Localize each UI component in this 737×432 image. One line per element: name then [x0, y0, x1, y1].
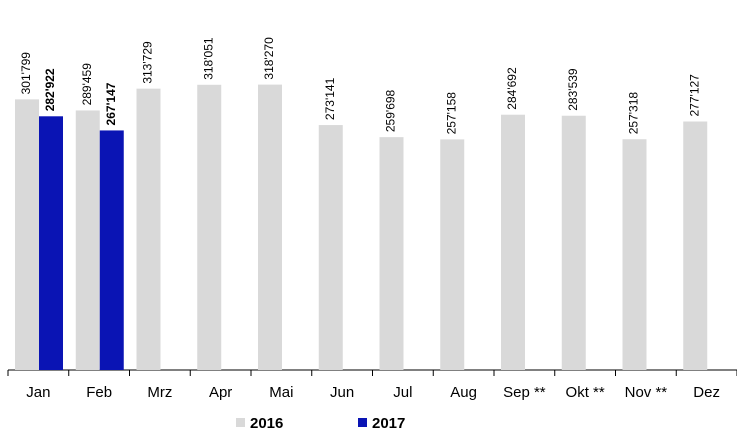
value-label: 283'539 — [566, 68, 580, 111]
x-tick-label: Aug — [450, 384, 477, 401]
x-tick-label: Mrz — [147, 384, 172, 401]
x-tick-label: Mai — [269, 384, 293, 401]
x-tick-label: Feb — [86, 384, 112, 401]
legend-swatch — [236, 418, 245, 427]
x-tick-label: Apr — [209, 384, 232, 401]
value-label: 318'270 — [262, 37, 276, 80]
value-label: 277'127 — [687, 74, 701, 117]
x-tick-label: Jan — [26, 384, 50, 401]
value-label: 267'147 — [104, 82, 118, 125]
bar — [99, 130, 124, 370]
value-label: 282'922 — [43, 68, 57, 111]
bar — [501, 114, 525, 371]
bar — [318, 125, 343, 370]
value-label: 273'141 — [323, 77, 337, 120]
x-tick-label: Sep ** — [503, 384, 546, 401]
x-tick-label: Jul — [393, 384, 412, 401]
x-tick-label: Dez — [693, 384, 720, 401]
value-label: 318'051 — [201, 37, 215, 80]
legend-label: 2016 — [250, 415, 283, 432]
value-label: 284'692 — [505, 67, 519, 110]
value-label: 301'799 — [19, 52, 33, 95]
x-tick-label: Nov ** — [625, 384, 668, 401]
bar — [379, 137, 404, 370]
x-tick-label: Okt ** — [566, 384, 605, 401]
bar — [197, 84, 222, 370]
value-label: 257'318 — [627, 92, 641, 135]
legend-label: 2017 — [372, 415, 405, 432]
bar — [15, 99, 39, 371]
bar — [75, 110, 100, 370]
legend-swatch — [358, 418, 367, 427]
bar — [258, 84, 282, 370]
bar — [683, 121, 708, 370]
value-label: 259'698 — [384, 89, 398, 132]
value-label: 257'158 — [444, 92, 458, 135]
value-label: 313'729 — [141, 41, 155, 84]
bar — [136, 88, 161, 370]
value-label: 289'459 — [80, 63, 94, 106]
bar — [561, 115, 586, 370]
bar — [622, 139, 647, 370]
x-tick-label: Jun — [330, 384, 354, 401]
bar — [440, 139, 465, 370]
bar — [39, 116, 63, 370]
